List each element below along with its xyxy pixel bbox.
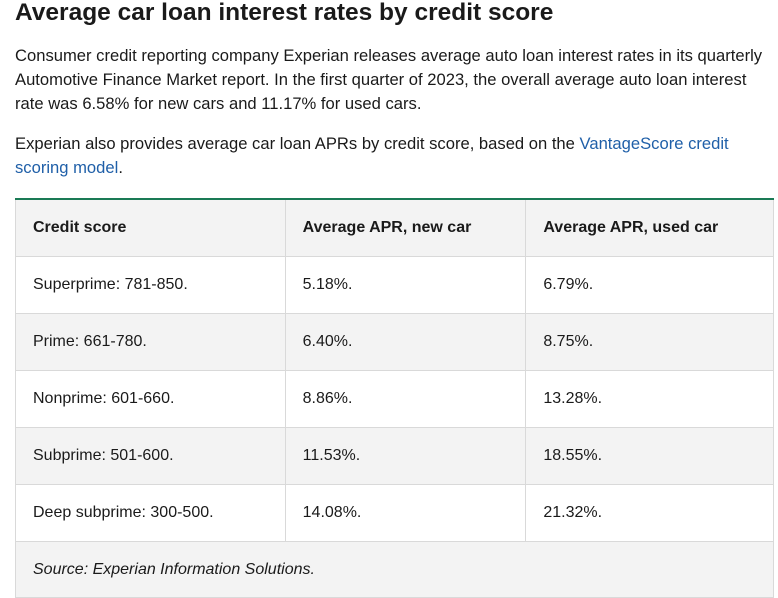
table-cell: 6.40%. bbox=[284, 313, 527, 371]
header-cell: Average APR, used car bbox=[525, 198, 774, 257]
source-note: Source: Experian Information Solutions. bbox=[15, 541, 774, 598]
paragraph: Consumer credit reporting company Experi… bbox=[15, 46, 763, 113]
header-row: Credit score Average APR, new car Average … bbox=[15, 198, 774, 257]
table-cell: 6.79%. bbox=[525, 256, 774, 314]
table-row: Deep subprime: 300-500. 14.08%. 21.32%. bbox=[15, 484, 774, 542]
table-cell: 18.55%. bbox=[525, 427, 774, 485]
source-row: Source: Experian Information Solutions. bbox=[15, 541, 774, 598]
table-cell: 13.28%. bbox=[525, 370, 774, 428]
title: Average car loan interest rates by credi… bbox=[15, 0, 554, 26]
table-cell: 5.18%. bbox=[284, 256, 527, 314]
link[interactable]: VantageScore credit scoring model bbox=[15, 134, 729, 177]
table-cell: Deep subprime: 300-500. bbox=[15, 484, 286, 542]
table-row: Nonprime: 601-660. 8.86%. 13.28%. bbox=[15, 370, 774, 428]
header-cell: Credit score bbox=[15, 198, 286, 257]
table-cell: Superprime: 781-850. bbox=[15, 256, 286, 314]
table-cell: 8.75%. bbox=[525, 313, 774, 371]
table-cell: 21.32%. bbox=[525, 484, 774, 542]
table-row: Prime: 661-780. 6.40%. 8.75%. bbox=[15, 313, 774, 371]
paragraph-text: Experian also provides average car loan … bbox=[15, 134, 580, 153]
header-cell: Average APR, new car bbox=[284, 198, 527, 257]
table-row: Superprime: 781-850. 5.18%. 6.79%. bbox=[15, 256, 774, 314]
paragraph-text: . bbox=[118, 158, 123, 177]
table-cell: 14.08%. bbox=[284, 484, 527, 542]
table-cell: 8.86%. bbox=[284, 370, 527, 428]
table-cell: Prime: 661-780. bbox=[15, 313, 286, 371]
rates-table: Credit score Average APR, new car Average … bbox=[15, 198, 774, 598]
paragraph: Experian also provides average car loan … bbox=[15, 132, 763, 180]
table-row: Subprime: 501-600. 11.53%. 18.55%. bbox=[15, 427, 774, 485]
table-cell: Subprime: 501-600. bbox=[15, 427, 286, 485]
table-cell: 11.53%. bbox=[284, 427, 527, 485]
table-cell: Nonprime: 601-660. bbox=[15, 370, 286, 428]
